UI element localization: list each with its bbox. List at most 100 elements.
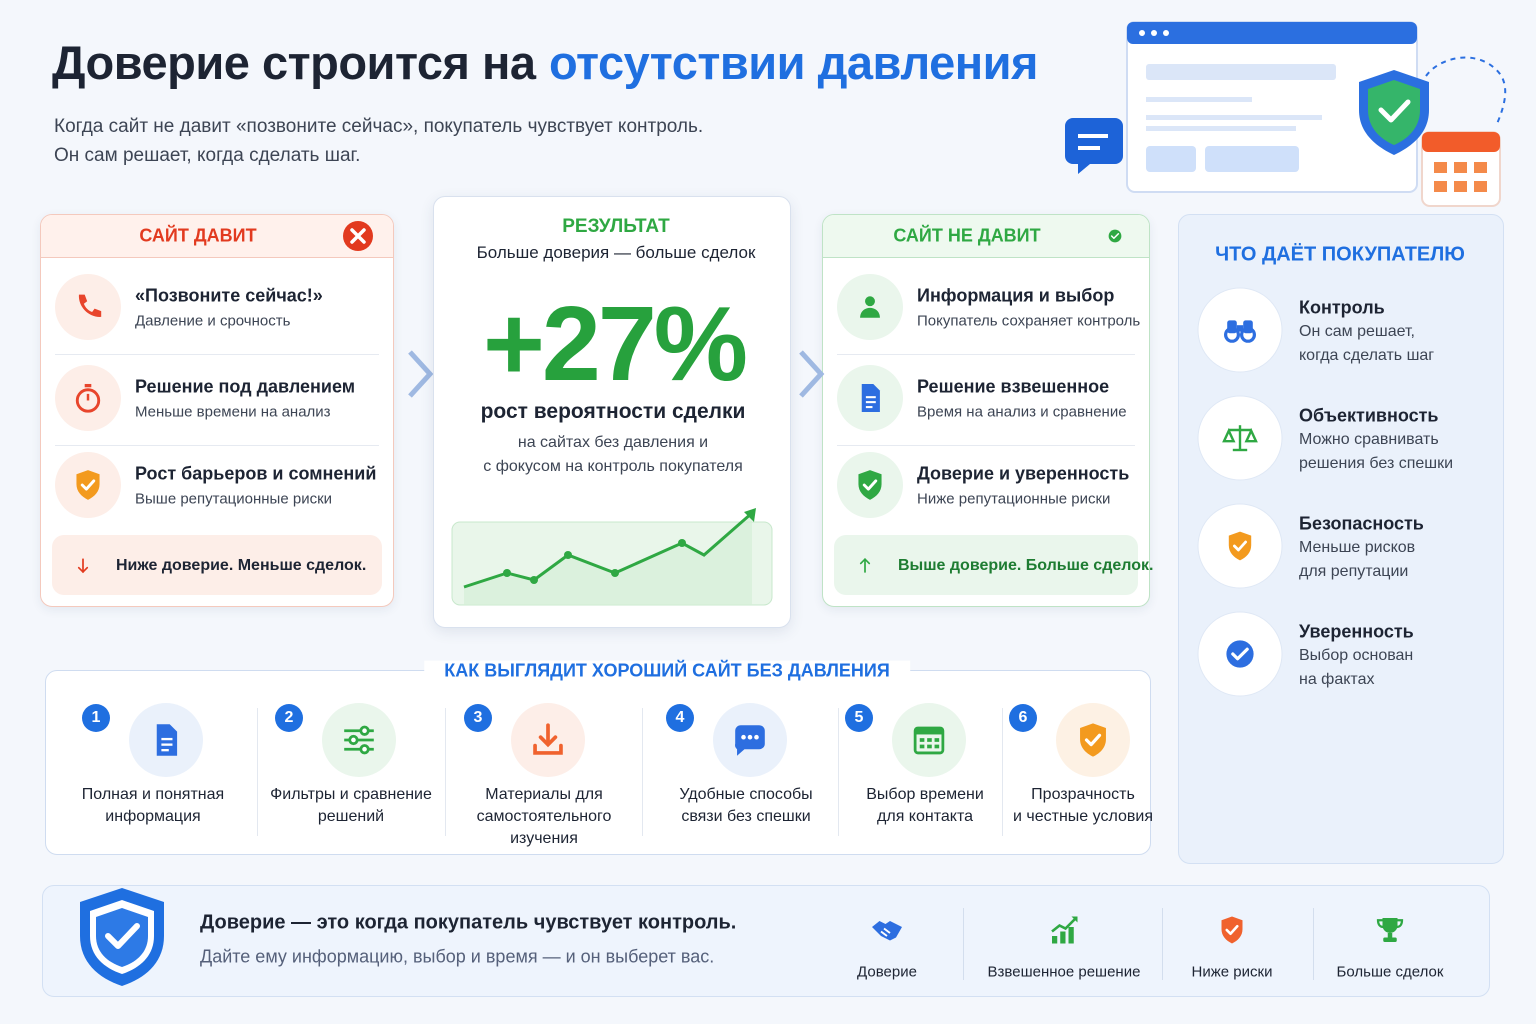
step-text: самостоятельного bbox=[476, 807, 612, 825]
badge-icon-part-part bbox=[1071, 916, 1078, 923]
step-number-badge-part bbox=[275, 704, 303, 732]
hero-illustration-part bbox=[1378, 99, 1411, 123]
benefit-icon-part-part-part bbox=[1244, 427, 1258, 443]
pressure-card-header bbox=[41, 215, 393, 258]
benefit-title: Безопасность bbox=[1299, 513, 1424, 534]
step-icon bbox=[713, 703, 787, 777]
step-icon-part bbox=[735, 725, 765, 756]
footer-arrow-part-part bbox=[859, 557, 871, 573]
item-title: Решение под давлением bbox=[135, 376, 356, 397]
item-icon-part bbox=[861, 383, 880, 413]
hero-illustration-part-part bbox=[1139, 30, 1145, 36]
step-text: решений bbox=[317, 807, 385, 825]
step-icon-part-part-part bbox=[348, 734, 359, 746]
step-icon-part-part-part bbox=[359, 744, 370, 755]
hero-illustration-part bbox=[1146, 97, 1252, 102]
benefit-icon bbox=[1226, 640, 1254, 668]
step-icon-part-part-part bbox=[533, 743, 563, 755]
growth-illustration-part-part bbox=[611, 569, 619, 577]
growth-illustration-part-part bbox=[564, 551, 572, 559]
badge-icon-part bbox=[1376, 918, 1404, 942]
no_pressure-footer-box bbox=[834, 535, 1138, 595]
benefit-title: Уверенность bbox=[1299, 621, 1414, 642]
step-number: 2 bbox=[284, 708, 294, 726]
benefit-text: Можно сравнивать bbox=[1299, 430, 1439, 448]
footer-arrow-part-part-part bbox=[77, 566, 89, 574]
step-text: изучения bbox=[510, 829, 578, 847]
benefits-title: ЧТО ДАЁТ ПОКУПАТЕЛЮ bbox=[1215, 243, 1465, 266]
step-icon-part-part-part bbox=[538, 735, 558, 748]
benefit-icon-part bbox=[1224, 320, 1256, 343]
step-icon-part bbox=[156, 724, 178, 756]
step-icon bbox=[322, 703, 396, 777]
badge-icon-part-part-part bbox=[1052, 936, 1058, 944]
hero-illustration-part bbox=[1205, 146, 1299, 172]
step-number-badge bbox=[82, 704, 110, 732]
item-icon-part-part bbox=[860, 307, 880, 318]
benefit-text: решения без спешки bbox=[1299, 454, 1454, 472]
step-text: Полная и понятная bbox=[81, 785, 225, 803]
chevron-part bbox=[408, 350, 434, 398]
step-divider bbox=[642, 708, 643, 836]
card-title: САЙТ НЕ ДАВИТ bbox=[893, 225, 1041, 246]
card-status-icon-part-part bbox=[1108, 229, 1122, 243]
badge-icon bbox=[1376, 918, 1404, 942]
benefit-icon-part bbox=[1228, 531, 1252, 561]
benefit-icon-part-part bbox=[1227, 320, 1237, 334]
step-divider bbox=[838, 708, 839, 836]
footer-arrow-part bbox=[77, 558, 89, 574]
separator bbox=[837, 445, 1135, 446]
badge-icon-part bbox=[1221, 916, 1243, 944]
hero-illustration-part-part bbox=[1151, 30, 1157, 36]
item-icon-part bbox=[860, 296, 880, 318]
item-icon bbox=[837, 274, 903, 340]
item-icon bbox=[837, 452, 903, 518]
step-number-badge-part bbox=[666, 704, 694, 732]
item-icon-part bbox=[837, 274, 903, 340]
step-text: Фильтры и сравнение bbox=[270, 785, 432, 803]
step-number-badge-part bbox=[845, 704, 873, 732]
step-icon-part-part bbox=[161, 737, 173, 752]
benefit-text: на фактах bbox=[1299, 670, 1375, 688]
step-text: Материалы для bbox=[485, 785, 603, 803]
benefit-text: когда сделать шаг bbox=[1299, 346, 1435, 364]
step-text: и честные условия bbox=[1013, 807, 1153, 825]
badge-icon-part-part bbox=[1052, 927, 1074, 944]
step-number-badge bbox=[845, 704, 873, 732]
benefit-text: Меньше рисков bbox=[1299, 538, 1416, 556]
hero-illustration-part-part bbox=[1454, 162, 1467, 173]
badge-icon-part-part bbox=[1382, 918, 1398, 933]
step-icon-part-part bbox=[913, 726, 945, 755]
badge-icon-part-part-part bbox=[1068, 927, 1074, 944]
step-text: для контакта bbox=[877, 807, 973, 825]
benefit-icon-part-part bbox=[1243, 320, 1253, 334]
step-icon bbox=[511, 703, 585, 777]
hero-illustration-part bbox=[1368, 80, 1420, 145]
hero-illustration-part bbox=[1146, 146, 1196, 172]
hero-illustration-part-part bbox=[1474, 181, 1487, 192]
item-icon bbox=[55, 274, 121, 340]
step-icon-part-part-part bbox=[741, 734, 746, 740]
chevron-part bbox=[799, 350, 825, 398]
item-text: Ниже репутационные риски bbox=[917, 490, 1111, 508]
step-text: Прозрачность bbox=[1031, 785, 1135, 803]
badge-icon-part-part bbox=[1376, 919, 1404, 929]
item-text: Покупатель сохраняет контроль bbox=[917, 312, 1141, 330]
card-status-icon-part-part bbox=[1110, 233, 1120, 239]
step-icon-part bbox=[913, 726, 945, 755]
hero-illustration-part bbox=[1422, 132, 1500, 152]
step-icon-part bbox=[533, 723, 563, 755]
step-icon-part-part-part bbox=[927, 744, 932, 749]
item-icon-part-part bbox=[78, 294, 102, 317]
hero-illustration-part-part bbox=[1474, 162, 1487, 173]
step-icon-part bbox=[1080, 723, 1106, 757]
step-number: 4 bbox=[675, 708, 685, 726]
result-label: РЕЗУЛЬТАТ bbox=[562, 216, 670, 238]
card-footer: Ниже доверие. Меньше сделок. bbox=[116, 556, 367, 574]
step-text: информация bbox=[105, 807, 201, 825]
step-number: 3 bbox=[473, 708, 483, 726]
hero-illustration-part-part bbox=[1434, 162, 1447, 173]
item-title: Информация и выбор bbox=[917, 285, 1115, 306]
item-text: Время на анализ и сравнение bbox=[917, 403, 1127, 421]
